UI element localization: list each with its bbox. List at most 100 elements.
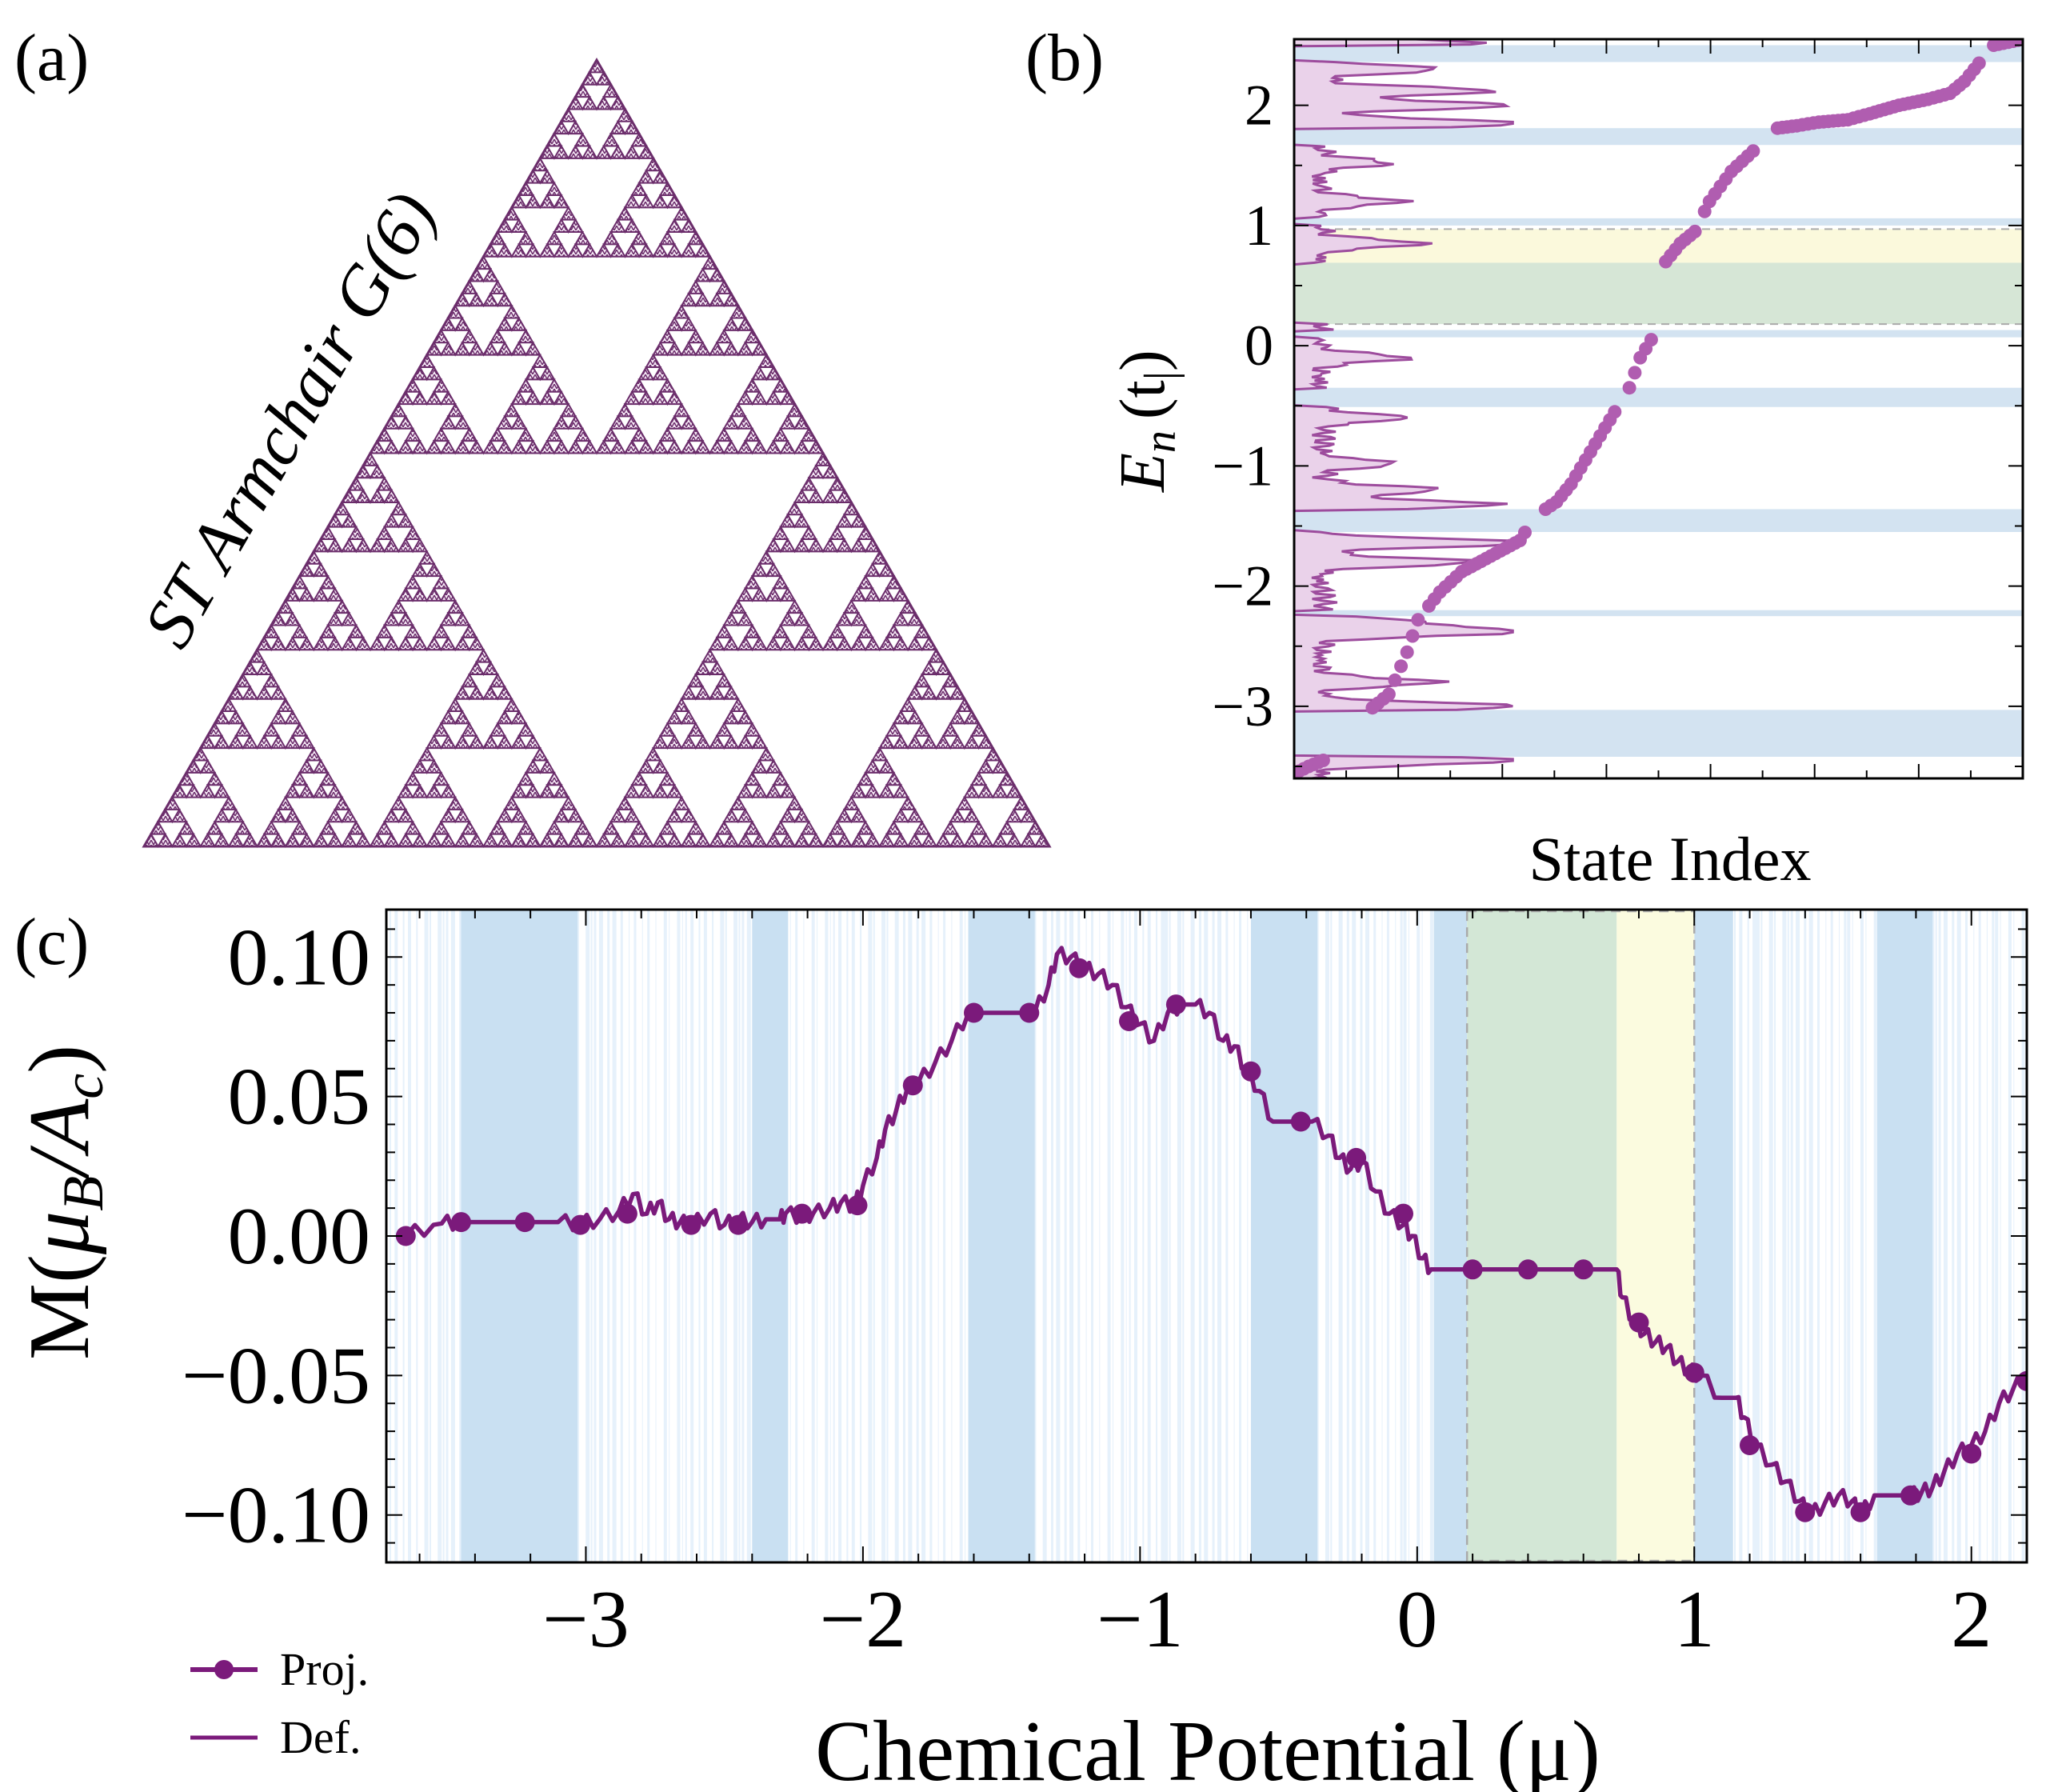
- sierpinski-hole: [630, 390, 648, 406]
- faint-band: [741, 910, 745, 1562]
- faint-band: [633, 910, 637, 1562]
- faint-band: [1121, 910, 1125, 1562]
- sierpinski-hole: [517, 194, 535, 210]
- gap-band: [1294, 218, 2023, 226]
- proj-point: [617, 1203, 637, 1224]
- proj-point: [451, 1212, 471, 1233]
- sierpinski-hole: [234, 833, 252, 849]
- sierpinski-hole: [461, 833, 478, 849]
- sierpinski-hole: [347, 538, 365, 554]
- panel-b-ylabel: En(t|): [1108, 350, 1185, 493]
- sierpinski-hole: [545, 784, 563, 799]
- faint-band: [1325, 910, 1329, 1562]
- sierpinski-hole: [489, 833, 506, 849]
- proj-point: [1684, 1362, 1704, 1383]
- sierpinski-hole: [390, 808, 407, 824]
- sierpinski-hole: [658, 342, 677, 357]
- sierpinski-hole: [404, 538, 422, 554]
- sierpinski-hole: [503, 710, 521, 726]
- faint-band: [663, 910, 667, 1562]
- faint-band: [585, 910, 590, 1562]
- faint-band: [598, 910, 603, 1562]
- faint-band: [590, 910, 593, 1562]
- sierpinski-hole: [630, 145, 648, 160]
- dos-curve: [1294, 39, 1514, 778]
- sierpinski-hole: [573, 833, 591, 849]
- faint-band: [1190, 910, 1195, 1562]
- c-xtick-label: 1: [1674, 1574, 1715, 1665]
- proj-point: [1850, 1502, 1871, 1522]
- sierpinski-hole: [984, 759, 1001, 774]
- faint-band: [894, 910, 899, 1562]
- faint-band: [712, 910, 714, 1562]
- sierpinski-hole: [334, 514, 351, 529]
- proj-point: [1019, 1002, 1040, 1023]
- sierpinski-hole: [701, 661, 719, 676]
- sierpinski-hole: [885, 734, 903, 750]
- sierpinski-hole: [305, 562, 322, 578]
- gap-band: [1294, 387, 2023, 407]
- sierpinski-hole: [545, 833, 563, 849]
- faint-band: [442, 910, 445, 1562]
- spectrum-point: [1608, 405, 1622, 419]
- sierpinski-hole: [432, 390, 450, 406]
- spectrum-point: [1316, 754, 1330, 767]
- sierpinski-hole: [560, 218, 577, 234]
- sierpinski-hole: [220, 710, 238, 726]
- sierpinski-hole: [290, 833, 309, 849]
- sierpinski-hole: [531, 366, 549, 382]
- sierpinski-hole: [262, 833, 280, 849]
- spectrum-point: [1518, 526, 1532, 539]
- faint-band: [1860, 910, 1864, 1562]
- faint-band: [1212, 910, 1215, 1562]
- sierpinski-hole: [404, 636, 422, 652]
- faint-band: [703, 910, 707, 1562]
- gap-band: [1876, 910, 1933, 1562]
- c-xtick-label: 2: [1951, 1574, 1992, 1665]
- faint-band: [951, 910, 953, 1562]
- faint-band: [921, 910, 926, 1562]
- faint-band: [612, 910, 617, 1562]
- spectrum-point: [1405, 629, 1420, 643]
- faint-band: [738, 910, 741, 1562]
- sierpinski-hole: [602, 833, 620, 849]
- proj-point: [964, 1002, 984, 1023]
- green-band: [1467, 910, 1617, 1562]
- faint-band: [1400, 910, 1403, 1562]
- sierpinski-hole: [404, 784, 422, 799]
- sierpinski-hole: [545, 194, 563, 210]
- proj-point: [792, 1203, 813, 1224]
- sierpinski-hole: [743, 636, 761, 652]
- sierpinski-hole: [531, 759, 549, 774]
- sierpinski-hole: [772, 538, 789, 554]
- faint-band: [607, 910, 610, 1562]
- gap-band: [1294, 610, 2023, 617]
- faint-band: [1747, 910, 1749, 1562]
- gap-band: [1294, 509, 2023, 532]
- sierpinski-hole: [786, 415, 804, 430]
- sierpinski-hole: [842, 612, 860, 627]
- sierpinski-hole: [432, 734, 450, 750]
- proj-point: [1393, 1203, 1413, 1224]
- sierpinski-hole: [560, 808, 577, 824]
- faint-band: [1147, 910, 1151, 1562]
- proj-point: [1462, 1259, 1483, 1280]
- spectrum-point: [1688, 224, 1702, 238]
- faint-band: [1847, 910, 1851, 1562]
- sierpinski-hole: [630, 243, 648, 258]
- sierpinski-hole: [871, 562, 889, 578]
- b-ytick-label: −2: [1212, 554, 1273, 618]
- sierpinski-hole: [913, 833, 931, 849]
- sierpinski-hole: [715, 440, 733, 455]
- sierpinski-hole: [729, 710, 747, 726]
- faint-band: [1042, 910, 1047, 1562]
- sierpinski-hole: [800, 833, 817, 849]
- sierpinski-hole: [645, 759, 662, 774]
- faint-band: [1034, 910, 1037, 1562]
- panel-b-axes: −3 −2 −1 0 1 2: [1212, 39, 2023, 778]
- sierpinski-hole: [262, 636, 280, 652]
- sierpinski-hole: [234, 686, 252, 701]
- sierpinski-hole: [206, 784, 224, 799]
- faint-band: [1421, 910, 1423, 1562]
- sierpinski-hole: [362, 464, 379, 480]
